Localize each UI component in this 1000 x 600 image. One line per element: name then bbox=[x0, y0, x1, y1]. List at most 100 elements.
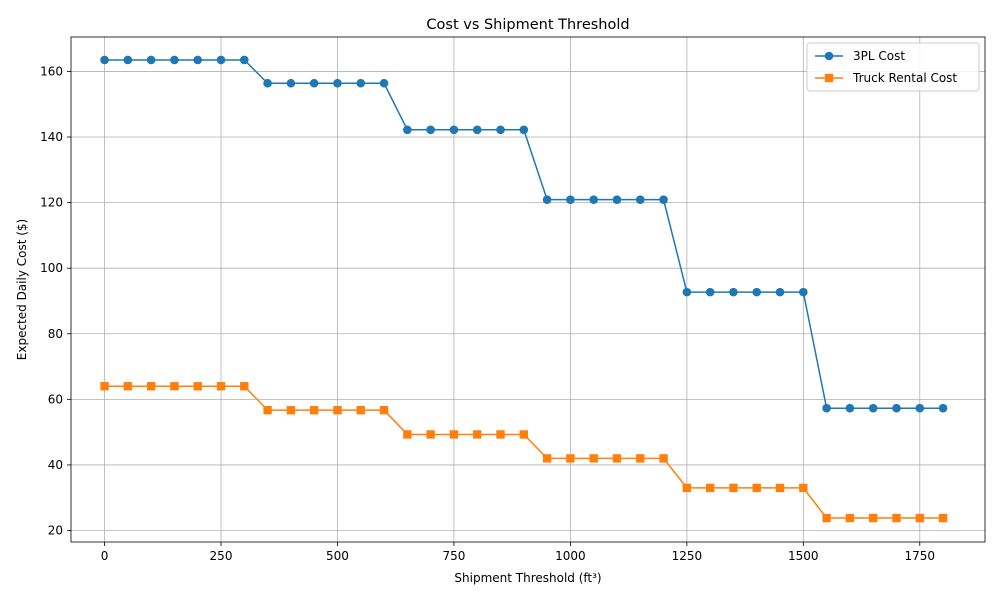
data-point bbox=[799, 483, 808, 493]
data-point bbox=[263, 78, 272, 88]
data-point bbox=[775, 483, 785, 493]
data-point bbox=[682, 287, 692, 297]
x-tick-label: 1500 bbox=[788, 549, 819, 563]
data-point bbox=[868, 513, 878, 523]
data-point bbox=[473, 430, 482, 439]
data-point bbox=[170, 382, 179, 391]
data-point bbox=[845, 513, 855, 523]
data-point bbox=[659, 195, 668, 204]
x-tick-label: 500 bbox=[326, 549, 349, 563]
legend: 3PL Cost Truck Rental Cost bbox=[806, 42, 980, 92]
data-point bbox=[915, 513, 924, 523]
data-point bbox=[729, 287, 738, 297]
data-point bbox=[612, 454, 622, 463]
data-point bbox=[566, 454, 575, 463]
y-tick-label: 60 bbox=[48, 392, 63, 406]
series-2 bbox=[100, 382, 948, 523]
y-tick-label: 100 bbox=[40, 261, 63, 275]
data-point bbox=[868, 403, 878, 413]
data-point bbox=[449, 125, 459, 135]
legend-label: Truck Rental Cost bbox=[852, 71, 957, 85]
data-point bbox=[379, 405, 389, 415]
data-point bbox=[938, 403, 948, 413]
data-point bbox=[240, 382, 249, 391]
data-point bbox=[496, 430, 505, 439]
legend-marker bbox=[824, 51, 834, 61]
data-point bbox=[333, 405, 342, 415]
y-tick-label: 140 bbox=[40, 130, 63, 144]
legend-item: Truck Rental Cost bbox=[815, 71, 957, 85]
legend-item: 3PL Cost bbox=[815, 49, 905, 63]
data-point bbox=[659, 454, 668, 463]
data-point bbox=[286, 405, 296, 415]
data-point bbox=[892, 513, 901, 523]
y-axis-title: Expected Daily Cost ($) bbox=[15, 219, 29, 360]
data-point bbox=[729, 483, 738, 493]
data-point bbox=[775, 287, 785, 297]
data-point bbox=[403, 125, 412, 135]
data-point bbox=[519, 125, 529, 135]
x-axis-title: Shipment Threshold (ft³) bbox=[454, 571, 601, 585]
data-point bbox=[822, 403, 831, 413]
y-tick-label: 80 bbox=[48, 327, 63, 341]
legend-label: 3PL Cost bbox=[853, 49, 905, 63]
data-point bbox=[589, 195, 598, 204]
x-tick-label: 0 bbox=[101, 549, 109, 563]
data-point bbox=[309, 405, 319, 415]
ticks: 0 250 500 750 1000 1250 1500 1750 20 40 60 80 100 120… bbox=[40, 64, 935, 563]
data-point bbox=[542, 454, 552, 463]
chart-title: Cost vs Shipment Threshold bbox=[426, 17, 629, 33]
x-tick-label: 1000 bbox=[555, 549, 586, 563]
data-point bbox=[193, 382, 202, 391]
legend-box bbox=[806, 42, 980, 92]
legend-marker bbox=[824, 73, 834, 83]
data-point bbox=[426, 430, 435, 439]
data-point bbox=[472, 125, 482, 135]
data-point bbox=[239, 55, 249, 65]
data-point bbox=[123, 382, 133, 391]
data-point bbox=[542, 195, 552, 204]
data-point bbox=[100, 382, 109, 391]
data-point bbox=[123, 55, 133, 65]
data-point bbox=[263, 405, 272, 415]
data-point bbox=[356, 405, 365, 415]
data-point bbox=[705, 483, 715, 493]
data-point bbox=[635, 195, 645, 204]
data-point bbox=[193, 55, 203, 65]
y-tick-label: 40 bbox=[48, 458, 63, 472]
data-point bbox=[752, 287, 762, 297]
data-point bbox=[379, 78, 389, 88]
data-point bbox=[566, 195, 575, 204]
data-point bbox=[496, 125, 505, 135]
data-point bbox=[216, 55, 226, 65]
grid bbox=[71, 37, 985, 542]
data-point bbox=[636, 454, 645, 463]
data-point bbox=[822, 513, 831, 523]
data-point bbox=[845, 403, 855, 413]
y-tick-label: 160 bbox=[40, 64, 63, 78]
plot-frame bbox=[70, 36, 986, 543]
data-point bbox=[915, 403, 925, 413]
data-point bbox=[100, 55, 109, 65]
series-layer bbox=[100, 55, 948, 523]
data-point bbox=[892, 403, 901, 413]
data-point bbox=[938, 513, 948, 523]
y-tick-label: 120 bbox=[40, 196, 63, 210]
data-point bbox=[286, 78, 296, 88]
data-point bbox=[333, 78, 342, 88]
data-point bbox=[589, 454, 598, 463]
data-point bbox=[682, 483, 692, 493]
data-point bbox=[752, 483, 761, 493]
data-point bbox=[146, 55, 156, 65]
data-point bbox=[170, 55, 179, 65]
x-tick-label: 750 bbox=[442, 549, 465, 563]
data-point bbox=[705, 287, 715, 297]
data-point bbox=[146, 382, 156, 391]
data-point bbox=[799, 287, 808, 297]
series-line bbox=[104, 59, 944, 409]
data-point bbox=[403, 430, 412, 439]
series-line bbox=[104, 385, 944, 519]
data-point bbox=[356, 78, 366, 88]
